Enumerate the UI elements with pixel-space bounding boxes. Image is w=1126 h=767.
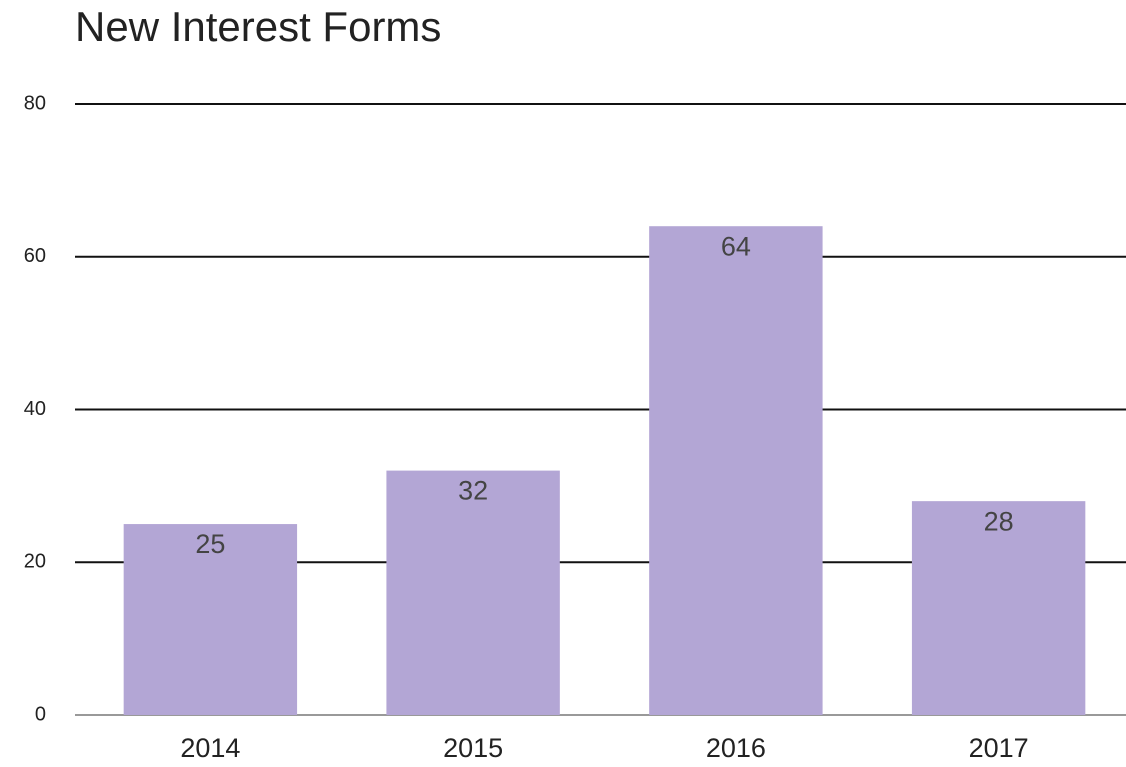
bar [386, 470, 560, 715]
data-label: 25 [195, 529, 225, 559]
data-label: 28 [984, 506, 1014, 536]
bar [123, 524, 298, 715]
x-tick-label: 2015 [443, 733, 503, 763]
x-tick-label: 2014 [180, 733, 240, 763]
data-label: 64 [721, 231, 751, 261]
y-tick-label: 80 [24, 92, 46, 114]
bar [649, 226, 823, 715]
y-tick-label: 60 [24, 245, 46, 267]
data-label: 32 [458, 476, 488, 506]
y-tick-label: 20 [24, 551, 46, 573]
y-tick-label: 40 [24, 398, 46, 420]
x-tick-label: 2017 [969, 733, 1029, 763]
x-tick-label: 2016 [706, 733, 766, 763]
y-tick-label: 0 [35, 703, 46, 725]
chart-title: New Interest Forms [75, 3, 441, 50]
bar [911, 501, 1086, 715]
